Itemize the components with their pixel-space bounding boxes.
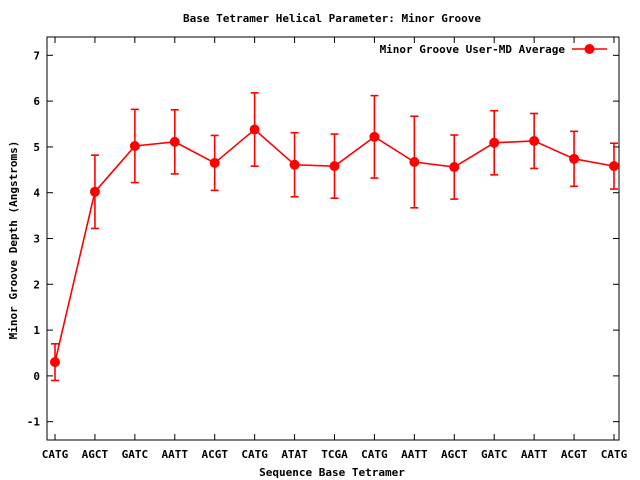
data-point: [609, 161, 619, 172]
x-axis-label: Sequence Base Tetramer: [259, 466, 405, 479]
x-tick-label: ACGT: [561, 448, 588, 461]
y-tick-label: 6: [33, 95, 40, 108]
data-point: [209, 157, 220, 168]
data-point: [169, 136, 180, 147]
y-tick-label: 4: [33, 187, 40, 200]
y-tick-label: 2: [33, 278, 40, 291]
x-tick-label: CATG: [241, 448, 268, 461]
x-tick-label: AATT: [521, 448, 548, 461]
plot-frame: [46, 36, 620, 441]
data-point: [369, 131, 380, 142]
x-tick-label: CATG: [361, 448, 388, 461]
data-point: [569, 153, 580, 164]
data-point: [409, 157, 420, 168]
x-tick-label: CATG: [601, 448, 628, 461]
data-point: [50, 357, 60, 368]
data-point: [129, 140, 140, 151]
x-tick-label: AGCT: [82, 448, 109, 461]
x-tick-label: CATG: [42, 448, 69, 461]
x-tick-label: GATC: [122, 448, 149, 461]
data-point: [449, 162, 460, 173]
data-point: [529, 135, 540, 146]
data-point: [249, 124, 260, 135]
x-tick-label: GATC: [481, 448, 508, 461]
y-tick-label: 0: [33, 370, 40, 383]
data-point: [329, 161, 340, 172]
x-tick-label: AATT: [401, 448, 428, 461]
y-tick-label: 1: [33, 324, 40, 337]
legend-label: Minor Groove User-MD Average: [380, 43, 566, 56]
series-layer: [50, 92, 619, 382]
x-tick-label: ACGT: [201, 448, 228, 461]
legend-marker: [584, 44, 595, 54]
y-tick-label: 7: [33, 49, 40, 62]
data-point: [489, 137, 500, 148]
x-tick-label: AATT: [162, 448, 189, 461]
y-tick-label: -1: [27, 416, 41, 429]
y-tick-label: 3: [33, 233, 40, 246]
x-tick-label: ATAT: [281, 448, 308, 461]
legend: Minor Groove User-MD Average: [380, 43, 607, 56]
axis-ticks: -1 0 1 2 3 4 5 6 7 CATG AGCT GATC AATT ACGT CATG ATAT TC…: [27, 37, 628, 461]
data-point: [89, 186, 100, 197]
y-tick-label: 5: [33, 141, 40, 154]
chart-title: Base Tetramer Helical Parameter: Minor G…: [183, 12, 481, 25]
data-point: [289, 159, 300, 170]
y-axis-label: Minor Groove Depth (Angstroms): [7, 141, 20, 340]
x-tick-label: TCGA: [321, 448, 348, 461]
x-tick-label: AGCT: [441, 448, 468, 461]
